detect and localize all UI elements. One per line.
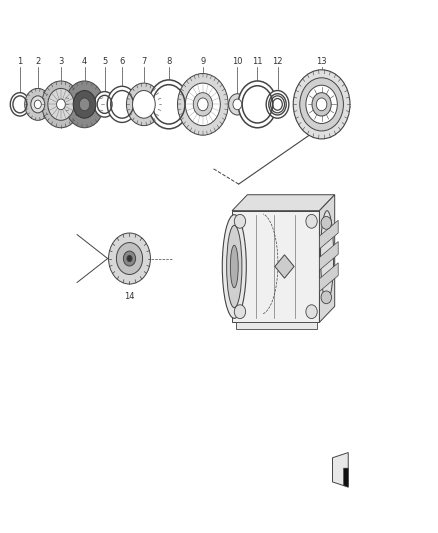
Text: 1: 1 bbox=[17, 56, 22, 66]
Circle shape bbox=[73, 91, 96, 118]
Circle shape bbox=[316, 98, 327, 111]
Circle shape bbox=[149, 80, 189, 129]
Ellipse shape bbox=[321, 211, 334, 301]
Text: 13: 13 bbox=[316, 56, 327, 66]
Circle shape bbox=[65, 81, 104, 128]
Text: 5: 5 bbox=[102, 56, 107, 66]
Text: 4: 4 bbox=[82, 56, 87, 66]
Circle shape bbox=[133, 91, 155, 118]
Circle shape bbox=[306, 85, 337, 124]
Circle shape bbox=[127, 255, 132, 262]
Polygon shape bbox=[319, 195, 335, 322]
Circle shape bbox=[185, 83, 220, 126]
Polygon shape bbox=[343, 468, 348, 487]
Polygon shape bbox=[319, 263, 338, 292]
Circle shape bbox=[321, 291, 332, 304]
Circle shape bbox=[34, 100, 41, 109]
Text: 14: 14 bbox=[124, 292, 135, 301]
Circle shape bbox=[306, 214, 317, 228]
Circle shape bbox=[11, 93, 29, 116]
Circle shape bbox=[271, 96, 285, 113]
Circle shape bbox=[306, 305, 317, 319]
Circle shape bbox=[177, 74, 228, 135]
Circle shape bbox=[234, 305, 246, 319]
Circle shape bbox=[238, 81, 277, 128]
Text: 3: 3 bbox=[58, 56, 64, 66]
Polygon shape bbox=[275, 255, 294, 278]
Circle shape bbox=[109, 233, 150, 284]
Ellipse shape bbox=[230, 245, 238, 288]
Circle shape bbox=[25, 88, 51, 120]
Text: 8: 8 bbox=[166, 56, 172, 66]
Polygon shape bbox=[332, 453, 348, 487]
Circle shape bbox=[193, 93, 212, 116]
Text: 6: 6 bbox=[120, 56, 125, 66]
Circle shape bbox=[229, 94, 246, 115]
Circle shape bbox=[293, 70, 350, 139]
Circle shape bbox=[31, 96, 45, 113]
Circle shape bbox=[300, 78, 343, 131]
Polygon shape bbox=[237, 322, 317, 329]
Circle shape bbox=[266, 91, 289, 118]
Polygon shape bbox=[232, 211, 319, 322]
Text: 12: 12 bbox=[272, 56, 283, 66]
Circle shape bbox=[321, 216, 332, 229]
Text: 10: 10 bbox=[232, 56, 243, 66]
Text: 11: 11 bbox=[252, 56, 263, 66]
Ellipse shape bbox=[226, 225, 242, 308]
Ellipse shape bbox=[222, 215, 246, 318]
Circle shape bbox=[127, 83, 161, 126]
Circle shape bbox=[48, 88, 74, 120]
Polygon shape bbox=[319, 220, 338, 249]
Circle shape bbox=[124, 251, 136, 266]
Circle shape bbox=[233, 99, 242, 110]
Circle shape bbox=[117, 243, 143, 274]
Circle shape bbox=[107, 86, 137, 123]
Text: 7: 7 bbox=[141, 56, 147, 66]
Circle shape bbox=[94, 92, 115, 117]
Circle shape bbox=[42, 81, 80, 128]
Circle shape bbox=[198, 98, 208, 111]
Circle shape bbox=[79, 98, 90, 111]
Polygon shape bbox=[319, 241, 338, 270]
Polygon shape bbox=[232, 195, 335, 211]
Text: 9: 9 bbox=[200, 56, 205, 66]
Circle shape bbox=[234, 214, 246, 228]
Circle shape bbox=[57, 99, 65, 110]
Circle shape bbox=[312, 93, 331, 116]
Text: 2: 2 bbox=[35, 56, 40, 66]
